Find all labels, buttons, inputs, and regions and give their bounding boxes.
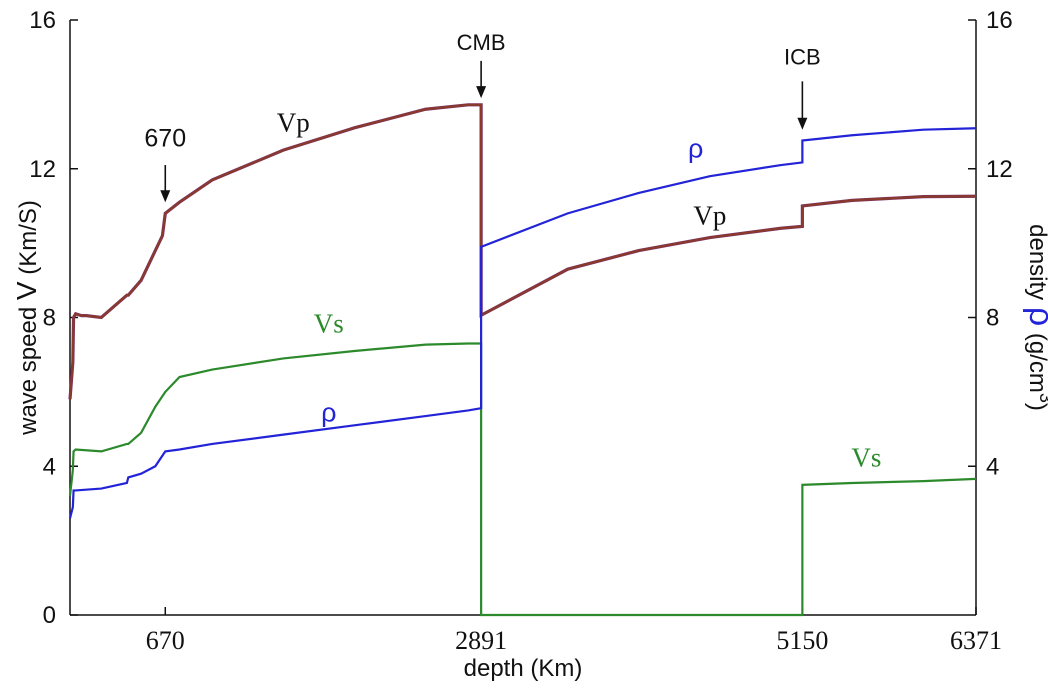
y-tick-label-right: 12 <box>986 156 1013 183</box>
arrow-cmb-head <box>476 86 487 99</box>
annotation-lbl-rho-core: ρ <box>688 134 703 164</box>
series-line-vp <box>68 103 977 400</box>
y-tick-label-left: 4 <box>43 453 56 480</box>
annotation-lbl-670: 670 <box>144 124 186 152</box>
y-axis-label-right-close: ) <box>1024 403 1048 411</box>
series-line-vp-underlay <box>68 103 977 400</box>
y-axis-label-left-suffix: (Km/S) <box>15 200 42 281</box>
y-axis-label-left-prefix: wave speed <box>15 300 42 436</box>
series-layer <box>68 103 977 617</box>
arrow-670-head <box>160 190 171 203</box>
axes-layer: 0 4 8 12 16 4 8 12 16 670 2891 5150 6371 <box>29 7 1012 655</box>
y-tick-label-left: 8 <box>43 305 56 332</box>
series-line-rho <box>68 127 977 519</box>
annotation-lbl-icb: ICB <box>784 45 821 70</box>
y-tick-label-right: 4 <box>986 453 999 480</box>
y-axis-label-left: wave speed V (Km/S) <box>11 200 42 436</box>
y-axis-label-right-symbol: ρ <box>1022 307 1048 326</box>
x-axis-label: depth (Km) <box>464 655 583 682</box>
y-axis-label-right-superscript: 3 <box>1036 393 1048 403</box>
y-tick-label-right: 16 <box>986 7 1013 34</box>
annotations-layer: 670 CMB ICB Vp Vs ρ ρ Vp Vs <box>144 30 881 473</box>
x-tick-label: 6371 <box>950 626 1002 655</box>
series-line-vs <box>68 342 977 617</box>
y-axis-label-left-symbol: V <box>11 281 42 300</box>
annotation-lbl-vp-mantle: Vp <box>277 108 310 138</box>
arrow-icb-head <box>797 117 808 130</box>
axis-labels-layer: depth (Km) wave speed V (Km/S) density ρ… <box>11 200 1048 682</box>
annotation-lbl-rho-mantle: ρ <box>321 398 336 428</box>
y-tick-label-left: 0 <box>43 602 56 629</box>
y-tick-label-left: 12 <box>29 156 56 183</box>
annotation-lbl-vs-core: Vs <box>851 442 881 472</box>
annotation-lbl-vp-core: Vp <box>693 201 726 231</box>
y-axis-label-right: density ρ (g/cm3) <box>1022 224 1048 411</box>
y-axis-label-right-prefix: density <box>1024 224 1048 307</box>
x-tick-label: 5150 <box>776 626 828 655</box>
x-tick-label: 670 <box>146 626 185 655</box>
annotation-lbl-cmb: CMB <box>457 30 506 55</box>
y-tick-label-left: 16 <box>29 7 56 34</box>
x-tick-label: 2891 <box>455 626 507 655</box>
y-tick-label-right: 8 <box>986 305 999 332</box>
y-axis-label-right-suffix: (g/cm <box>1024 326 1048 393</box>
annotation-lbl-vs-mantle: Vs <box>314 308 344 338</box>
